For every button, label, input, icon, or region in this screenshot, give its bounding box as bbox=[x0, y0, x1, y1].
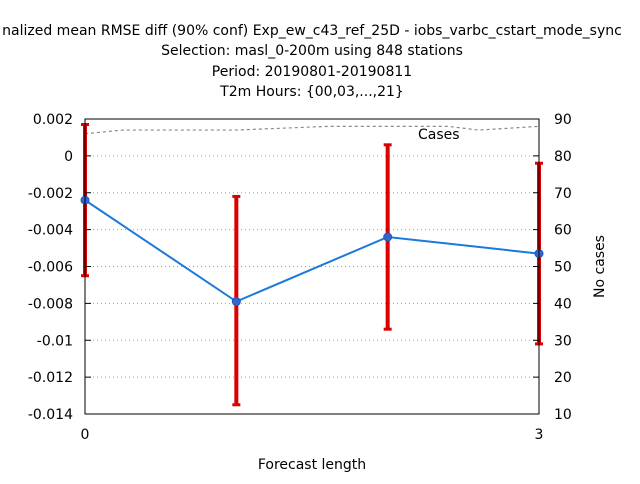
data-point-0-2 bbox=[383, 232, 393, 242]
y2-tick-label: 50 bbox=[554, 260, 572, 276]
grid-layer bbox=[84, 118, 540, 415]
y-tick-label: -0.014 bbox=[28, 407, 73, 423]
y-tick-label: 0 bbox=[64, 149, 73, 165]
series-line-0 bbox=[84, 199, 540, 303]
chart-title-line: T2m Hours: {00,03,...,21} bbox=[219, 84, 404, 100]
series-layer bbox=[80, 195, 544, 307]
chart-title-line: nalized mean RMSE diff (90% conf) Exp_ew… bbox=[2, 23, 622, 39]
y2-tick-label: 70 bbox=[554, 186, 572, 202]
chart-title-line: Selection: masl_0-200m using 848 station… bbox=[161, 43, 463, 59]
y2-axis-label: No cases bbox=[592, 235, 608, 298]
y2-tick-label: 30 bbox=[554, 333, 572, 349]
chart-title-line: Period: 20190801-20190811 bbox=[212, 64, 412, 80]
y2-tick-label: 80 bbox=[554, 149, 572, 165]
y-tick-label: -0.004 bbox=[28, 223, 73, 239]
errorbar-layer bbox=[81, 123, 543, 407]
y2-tick-label: 60 bbox=[554, 223, 572, 239]
axes-layer bbox=[84, 118, 540, 415]
x-axis-label: Forecast length bbox=[258, 457, 366, 473]
y-tick-label: -0.008 bbox=[28, 296, 73, 312]
y-tick-label: -0.01 bbox=[37, 333, 73, 349]
data-point-0-1 bbox=[231, 297, 241, 307]
y2-tick-label: 90 bbox=[554, 112, 572, 128]
cases-line bbox=[84, 125, 540, 135]
y2-tick-label: 10 bbox=[554, 407, 572, 423]
y2-tick-label: 40 bbox=[554, 296, 572, 312]
cases-legend-label: Cases bbox=[418, 127, 460, 143]
text-layer: Cases 0.002 0 -0.002 -0.004 -0.006 -0.008 -0.01… bbox=[2, 23, 622, 473]
y-tick-label: 0.002 bbox=[33, 112, 73, 128]
x-tick-label: 3 bbox=[535, 427, 544, 443]
y-tick-label: -0.006 bbox=[28, 260, 73, 276]
y2-tick-label: 20 bbox=[554, 370, 572, 386]
y-tick-label: -0.012 bbox=[28, 370, 73, 386]
cases-layer bbox=[84, 125, 540, 135]
y-tick-label: -0.002 bbox=[28, 186, 73, 202]
x-tick-label: 0 bbox=[81, 427, 90, 443]
